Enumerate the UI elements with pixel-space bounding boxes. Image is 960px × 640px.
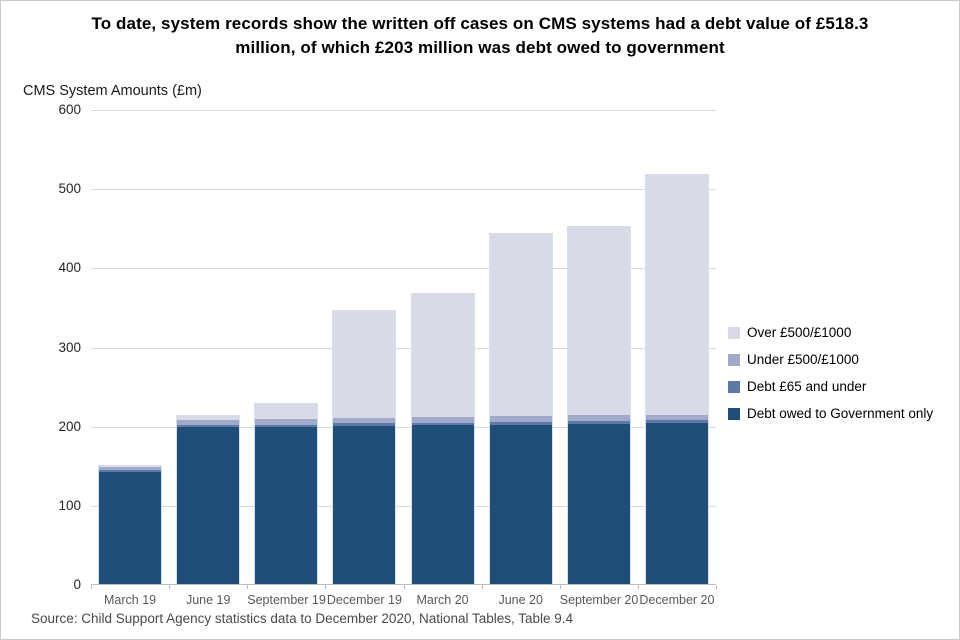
bar-segment (566, 420, 631, 425)
bar-march-19 (98, 109, 163, 584)
bar-december-19 (332, 109, 397, 584)
x-axis-label: June 19 (185, 593, 231, 607)
x-axis-tick (481, 585, 483, 589)
legend-swatch (728, 407, 740, 420)
bar-december-20 (644, 109, 709, 584)
x-axis-label: September 20 (559, 593, 639, 607)
plot-area: 0 100 200 300 400 500 600 March 19 June 19 Septem… (58, 102, 717, 607)
bar-segment (254, 427, 319, 584)
gridline-600 (91, 110, 716, 111)
x-axis-label: December 20 (639, 593, 715, 607)
gridline-500 (91, 189, 716, 191)
legend-item: Under £500/£1000 (728, 346, 933, 373)
x-axis-tick (403, 585, 405, 589)
bar-segment (488, 416, 553, 422)
bar-march-20 (410, 109, 475, 584)
y-tick-label: 600 (58, 102, 81, 117)
legend-swatch (728, 380, 740, 393)
legend-item: Debt owed to Government only (728, 400, 933, 427)
bar-segment (410, 422, 475, 425)
bar-segment (254, 402, 319, 420)
gridline-300 (91, 347, 716, 349)
legend-label: Under £500/£1000 (747, 352, 859, 367)
bar-segment (176, 424, 241, 428)
x-axis-tick (559, 585, 561, 589)
y-tick-label: 400 (58, 260, 81, 276)
y-tick-label: 200 (58, 418, 81, 434)
y-tick-label: 100 (58, 497, 81, 513)
bar-segment (98, 466, 163, 470)
bar-segment (332, 423, 397, 426)
x-axis-tick (91, 585, 92, 589)
bar-segment (644, 415, 709, 421)
legend-label: Debt owed to Government only (747, 406, 934, 421)
bar-segment (332, 425, 397, 584)
legend-swatch (728, 326, 740, 339)
bar-segment (644, 423, 709, 584)
legend-label: Debt £65 and under (747, 379, 867, 394)
bar-segment (98, 465, 163, 467)
bar-segment (254, 419, 319, 425)
gridline-100 (91, 505, 716, 507)
bar-segment (98, 470, 163, 472)
bar-segment (488, 232, 553, 417)
bar-segment (410, 292, 475, 417)
bar-segment (410, 416, 475, 423)
y-tick-label: 0 (73, 577, 81, 592)
y-tick-label: 300 (58, 339, 81, 355)
bar-june-19 (176, 109, 241, 584)
bar-segment (488, 421, 553, 425)
x-axis-label: March 19 (104, 593, 157, 607)
bar-segment (98, 471, 163, 584)
bar-segment (176, 420, 241, 425)
bar-segment (176, 427, 241, 584)
legend-swatch (728, 353, 740, 366)
bar-june-20 (488, 109, 553, 584)
legend-item: Over £500/£1000 (728, 319, 933, 346)
x-axis-tick (247, 585, 249, 589)
gridline-200 (91, 426, 716, 428)
x-axis-label: September 19 (247, 593, 326, 607)
bar-segment (566, 226, 631, 416)
gridline-400 (91, 268, 716, 270)
x-axis-label: December 19 (326, 593, 402, 607)
bar-segment (254, 424, 319, 428)
x-axis-tick (325, 585, 327, 589)
bar-segment (332, 417, 397, 424)
bar-segment (644, 173, 709, 416)
x-axis-tick (716, 585, 717, 589)
bar-segment (566, 424, 631, 584)
x-axis-label: March 20 (416, 593, 469, 607)
x-axis-tick (637, 585, 639, 589)
bar-segment (566, 415, 631, 421)
bar-september-19 (254, 109, 319, 584)
bar-segment (332, 310, 397, 418)
x-axis-tick (169, 585, 171, 589)
bar-segment (410, 424, 475, 584)
y-tick-label: 500 (58, 181, 81, 197)
y-axis-title: CMS System Amounts (£m) (23, 83, 202, 99)
bar-segment (488, 424, 553, 584)
legend: Over £500/£1000 Under £500/£1000 Debt £65 … (728, 319, 933, 427)
legend-item: Debt £65 and under (728, 373, 933, 400)
bar-september-20 (566, 109, 631, 584)
bar-segment (644, 420, 709, 424)
chart-title: To date, system records show the written… (91, 14, 869, 57)
source-note: Source: Child Support Agency statistics … (31, 611, 574, 626)
x-axis-line (91, 584, 716, 585)
bar-segment (176, 415, 241, 421)
legend-label: Over £500/£1000 (747, 325, 852, 340)
x-axis-label: June 20 (498, 593, 543, 607)
